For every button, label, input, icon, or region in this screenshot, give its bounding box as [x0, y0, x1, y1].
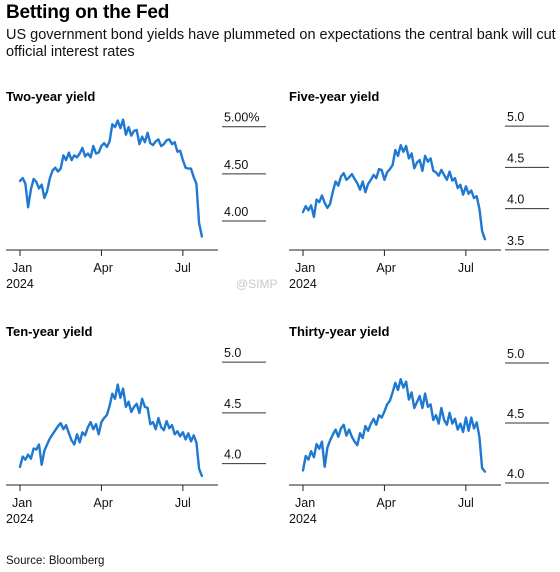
x-tick-label: 2024 — [6, 512, 34, 526]
panel-two-year: Two-year yield 5.00% 4.50 4.00 Jan 2024 Apr Jul — [0, 85, 280, 325]
panel-five-year: Five-year yield 5.0 4.5 4.0 3.5 Jan 2024 Apr Jul — [283, 85, 560, 325]
panel-title: Thirty-year yield — [289, 324, 389, 339]
x-tick-label: Apr — [93, 261, 112, 275]
thirty-year-chart-svg: Thirty-year yield 5.0 4.5 4.0 Jan 2024 Apr Jul — [289, 324, 549, 526]
x-tick-label: Apr — [93, 496, 112, 510]
y-tick-label: 4.5 — [507, 151, 524, 165]
x-tick-label: Jan — [295, 261, 315, 275]
x-tick-label: Jan — [12, 496, 32, 510]
y-tick-label: 4.0 — [224, 448, 241, 462]
y-tick-label: 4.5 — [507, 407, 524, 421]
x-tick-label: Apr — [376, 496, 395, 510]
chart-subtitle: US government bond yields have plummeted… — [6, 27, 556, 60]
x-tick-label: Jul — [175, 496, 191, 510]
two-year-chart-svg: Two-year yield 5.00% 4.50 4.00 Jan 2024 Apr Jul — [6, 89, 266, 291]
y-tick-label: 4.0 — [507, 193, 524, 207]
source-note: Source: Bloomberg — [6, 555, 105, 567]
five-year-chart-svg: Five-year yield 5.0 4.5 4.0 3.5 Jan 2024 Apr Jul — [289, 89, 549, 291]
watermark-text: @SIMP — [236, 277, 278, 291]
y-tick-label: 4.00 — [224, 205, 248, 219]
panel-ten-year: Ten-year yield 5.0 4.5 4.0 Jan 2024 Apr Jul — [0, 320, 280, 560]
x-tick-label: 2024 — [289, 512, 317, 526]
panel-title: Two-year yield — [6, 89, 95, 104]
x-tick-label: Jul — [458, 496, 474, 510]
y-tick-label: 4.0 — [507, 467, 524, 481]
y-tick-label: 3.5 — [507, 234, 524, 248]
x-tick-label: 2024 — [6, 277, 34, 291]
panel-title: Ten-year yield — [6, 324, 93, 339]
y-tick-label: 5.0 — [224, 346, 241, 360]
series-line — [301, 378, 487, 473]
x-tick-label: Jul — [175, 261, 191, 275]
chart-title: Betting on the Fed — [6, 2, 170, 23]
series-line — [18, 383, 204, 478]
x-tick-label: Jul — [458, 261, 474, 275]
panel-title: Five-year yield — [289, 89, 379, 104]
y-tick-label: 5.0 — [507, 347, 524, 361]
y-tick-label: 4.5 — [224, 397, 241, 411]
x-tick-label: Jan — [295, 496, 315, 510]
ten-year-chart-svg: Ten-year yield 5.0 4.5 4.0 Jan 2024 Apr Jul — [6, 324, 266, 526]
x-tick-label: 2024 — [289, 277, 317, 291]
x-tick-label: Jan — [12, 261, 32, 275]
panel-thirty-year: Thirty-year yield 5.0 4.5 4.0 Jan 2024 Apr Jul — [283, 320, 560, 560]
y-tick-label: 5.0 — [507, 110, 524, 124]
series-line — [301, 144, 487, 241]
x-tick-label: Apr — [376, 261, 395, 275]
y-tick-label: 5.00% — [224, 111, 259, 125]
series-line — [18, 118, 204, 238]
y-tick-label: 4.50 — [224, 158, 248, 172]
